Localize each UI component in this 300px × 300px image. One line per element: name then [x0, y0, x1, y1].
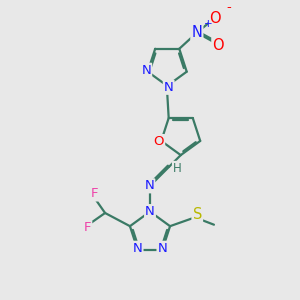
Text: F: F	[84, 221, 91, 234]
Text: N: N	[141, 64, 151, 77]
Text: +: +	[204, 19, 213, 29]
Text: H: H	[173, 162, 182, 175]
Text: N: N	[191, 25, 202, 40]
Text: N: N	[145, 179, 154, 192]
Text: N: N	[158, 242, 167, 255]
Text: O: O	[212, 38, 224, 53]
Text: N: N	[133, 242, 142, 255]
Text: N: N	[164, 81, 174, 94]
Text: F: F	[91, 188, 98, 200]
Text: -: -	[226, 1, 231, 14]
Text: S: S	[193, 207, 202, 222]
Text: O: O	[209, 11, 221, 26]
Text: N: N	[145, 205, 155, 218]
Text: O: O	[154, 135, 164, 148]
